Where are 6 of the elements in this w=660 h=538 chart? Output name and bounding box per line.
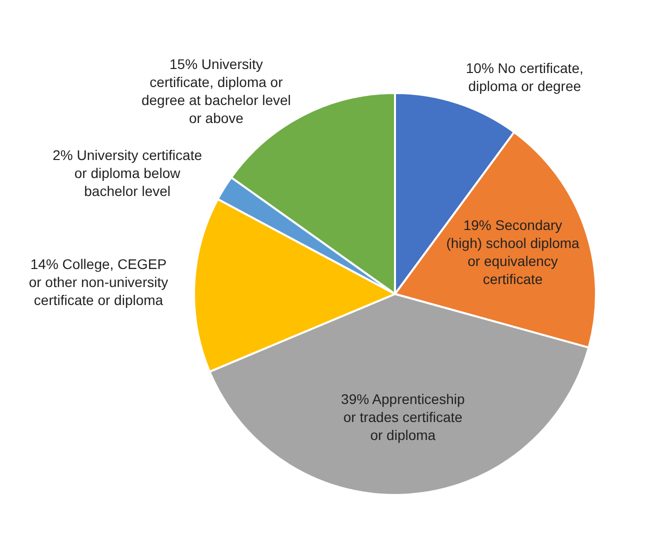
slice-label: 15% University certificate, diploma or degree at bachelor level or above (141, 56, 291, 126)
slice-label: 39% Apprenticeship or trades certificate or diploma (341, 391, 465, 444)
slice-label: 2% University certificate or diploma below bachelor level (52, 147, 202, 200)
slice-label: 14% College, CEGEP or other non-university certificate or diploma (28, 256, 168, 308)
slice-label: 10% No certificate, diploma or degree (466, 60, 584, 94)
slice-label: 19% Secondary (high) school diploma or equivalency certificate (446, 217, 580, 288)
